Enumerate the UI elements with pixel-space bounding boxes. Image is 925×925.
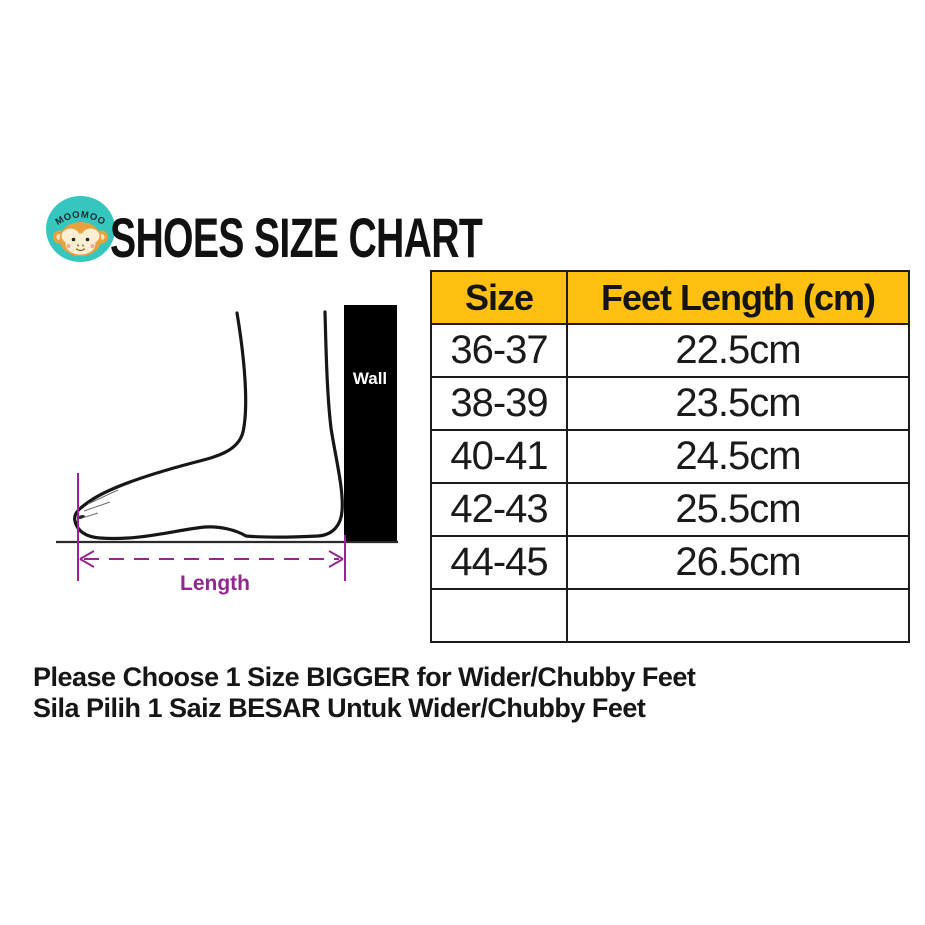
table-row-empty	[430, 588, 910, 643]
header-size: Size	[430, 270, 568, 325]
size-table: Size Feet Length (cm) 36-37 22.5cm 38-39…	[430, 270, 910, 643]
moomoo-logo-icon: MOOMOO	[46, 196, 115, 262]
foot-measure-diagram: Wall Length	[40, 280, 400, 600]
wall-block	[344, 305, 397, 542]
footer-line-malay: Sila Pilih 1 Saiz BESAR Untuk Wider/Chub…	[33, 693, 646, 723]
size-cell: 38-39	[430, 376, 568, 431]
moomoo-logo: MOOMOO	[46, 196, 115, 262]
size-cell: 36-37	[430, 323, 568, 378]
toe-sketch-marks	[81, 489, 119, 519]
foot-outline	[73, 310, 344, 541]
logo-brand-text: MOOMOO	[54, 209, 108, 228]
wall-label: Wall	[353, 369, 387, 388]
table-row: 36-37 22.5cm	[430, 323, 910, 378]
table-row: 40-41 24.5cm	[430, 429, 910, 484]
table-row: 44-45 26.5cm	[430, 535, 910, 590]
length-cell: 25.5cm	[566, 482, 910, 537]
size-table-header-row: Size Feet Length (cm)	[430, 270, 910, 325]
size-cell: 42-43	[430, 482, 568, 537]
page-title: SHOES SIZE CHART	[110, 206, 483, 269]
length-measure	[77, 473, 346, 581]
size-cell: 40-41	[430, 429, 568, 484]
size-cell: 44-45	[430, 535, 568, 590]
length-cell	[566, 588, 910, 643]
length-cell: 22.5cm	[566, 323, 910, 378]
length-cell: 24.5cm	[566, 429, 910, 484]
length-cell: 26.5cm	[566, 535, 910, 590]
toe-tip-mark	[77, 514, 85, 520]
footer-note: Please Choose 1 Size BIGGER for Wider/Ch…	[33, 662, 696, 724]
footer-line-english: Please Choose 1 Size BIGGER for Wider/Ch…	[33, 662, 696, 692]
header-feet-length: Feet Length (cm)	[566, 270, 910, 325]
length-label: Length	[180, 572, 250, 595]
size-cell	[430, 588, 568, 643]
length-cell: 23.5cm	[566, 376, 910, 431]
table-row: 42-43 25.5cm	[430, 482, 910, 537]
table-row: 38-39 23.5cm	[430, 376, 910, 431]
monkey-face-icon	[53, 222, 108, 256]
